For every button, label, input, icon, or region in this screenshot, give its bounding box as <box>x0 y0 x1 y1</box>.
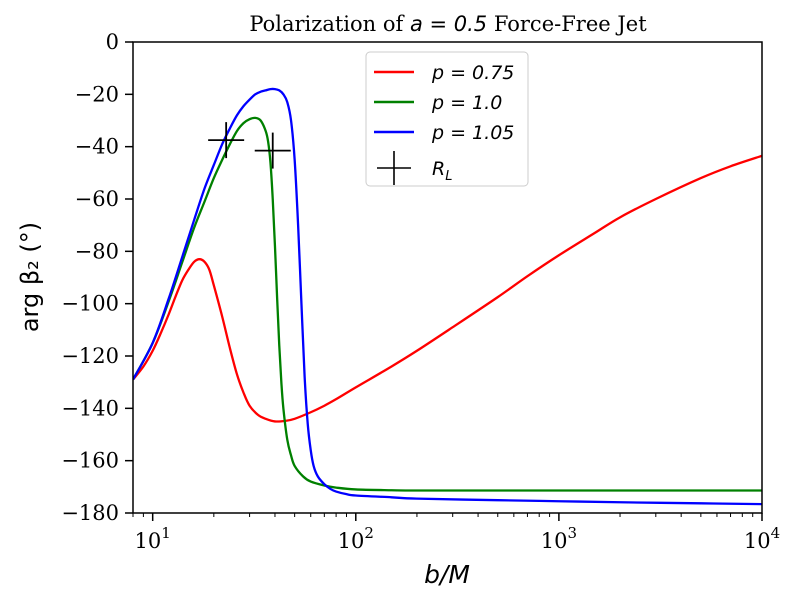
plot-markers <box>208 122 291 169</box>
chart-title: Polarization of a = 0.5 Force-Free Jet <box>249 12 647 36</box>
chart-title-math: a = 0.5 <box>410 12 487 36</box>
legend: p = 0.75 p = 1.0 p = 1.05 RL <box>365 51 529 187</box>
rl-marker <box>254 132 291 169</box>
legend-label-p075: p = 0.75 <box>431 62 514 84</box>
x-tick-label: 101 <box>135 524 171 553</box>
series-line-p100 <box>133 116 762 492</box>
plot-lines <box>133 87 762 506</box>
x-axis: 101 102 103 104 <box>132 513 780 553</box>
y-axis-label: arg β₂ (°) <box>16 222 44 332</box>
chart-title-suffix: Force-Free Jet <box>487 12 647 36</box>
y-tick-label: −20 <box>75 82 119 106</box>
y-tick-label: −100 <box>61 292 119 316</box>
legend-label-p105: p = 1.05 <box>431 122 514 144</box>
y-axis: 0 −20 −40 −60 −80 −100 −120 −140 −160 −180 <box>61 30 133 525</box>
y-tick-label: 0 <box>106 30 119 54</box>
series-line-p105 <box>133 87 762 506</box>
chart-title-prefix: Polarization of <box>249 12 410 36</box>
x-tick-label: 102 <box>338 524 374 553</box>
series-line-p075 <box>133 154 762 423</box>
x-axis-label: b/M <box>424 560 470 589</box>
legend-marker-rl-icon <box>377 151 411 185</box>
legend-label-p100: p = 1.0 <box>431 92 502 114</box>
legend-frame <box>365 51 529 187</box>
y-tick-label: −140 <box>61 396 119 420</box>
x-tick-label: 103 <box>541 524 577 553</box>
legend-label-rl: RL <box>432 158 452 184</box>
plot-frame <box>132 41 763 514</box>
rl-marker <box>208 122 245 159</box>
y-tick-label: −180 <box>61 501 119 525</box>
legend-label-rl-main: R <box>432 158 445 180</box>
y-tick-label: −80 <box>75 239 119 263</box>
y-tick-label: −120 <box>61 344 119 368</box>
y-tick-label: −40 <box>75 135 119 159</box>
legend-label-rl-sub: L <box>445 169 452 184</box>
x-tick-label: 104 <box>744 524 780 553</box>
y-tick-label: −60 <box>75 187 119 211</box>
y-tick-label: −160 <box>61 449 119 473</box>
